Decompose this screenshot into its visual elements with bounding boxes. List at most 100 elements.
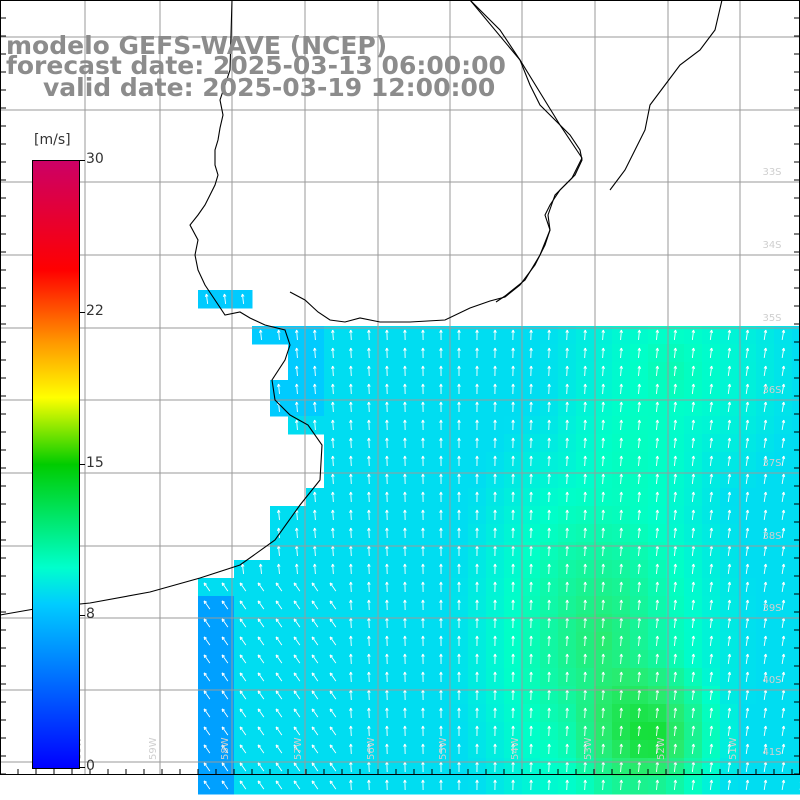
wind-arrow bbox=[240, 293, 245, 305]
wind-speed-cell bbox=[792, 668, 800, 687]
latitude-labels: 33S 34S 35S 36S 37S 38S 39S 40S 41S bbox=[762, 167, 781, 758]
wind-speed-cell bbox=[792, 452, 800, 471]
wind-arrow bbox=[421, 509, 425, 521]
wind-arrow bbox=[475, 671, 479, 683]
wind-arrow bbox=[439, 419, 443, 431]
wind-arrow bbox=[403, 707, 407, 719]
wind-arrow bbox=[547, 347, 551, 359]
wind-arrow bbox=[313, 347, 317, 359]
wind-arrow bbox=[203, 654, 211, 664]
wind-arrow bbox=[511, 437, 515, 449]
wind-arrow bbox=[673, 365, 678, 377]
wind-arrow bbox=[781, 419, 786, 431]
wind-arrow bbox=[619, 437, 623, 449]
wind-arrow bbox=[619, 743, 623, 755]
wind-arrow bbox=[493, 347, 497, 359]
wind-arrow bbox=[457, 779, 461, 790]
wind-arrow bbox=[403, 329, 407, 341]
wind-arrow bbox=[257, 672, 265, 682]
wind-arrow bbox=[221, 708, 229, 718]
wind-arrow bbox=[655, 599, 660, 611]
wind-arrow bbox=[239, 636, 247, 646]
wind-arrow bbox=[221, 744, 229, 754]
wind-arrow bbox=[565, 437, 569, 449]
wind-arrow bbox=[619, 419, 623, 431]
wind-arrow bbox=[781, 491, 786, 503]
wind-speed-cell bbox=[792, 560, 800, 579]
wind-arrow bbox=[277, 527, 281, 539]
wind-arrow bbox=[655, 329, 660, 341]
wind-arrow bbox=[673, 599, 678, 611]
wind-arrow bbox=[781, 725, 786, 737]
wind-arrow bbox=[275, 618, 283, 628]
wind-arrow bbox=[673, 491, 678, 503]
wind-arrow bbox=[457, 365, 461, 376]
wind-arrow bbox=[311, 618, 319, 628]
wind-arrow bbox=[457, 491, 461, 502]
wind-arrow bbox=[385, 491, 389, 503]
wind-speed-cell bbox=[792, 578, 800, 597]
wind-arrow bbox=[275, 690, 283, 700]
wind-arrow bbox=[493, 635, 497, 647]
wind-arrow bbox=[691, 455, 696, 467]
wind-arrow bbox=[295, 419, 299, 431]
wind-arrow bbox=[295, 383, 299, 395]
wind-arrow bbox=[763, 635, 768, 647]
wind-arrow bbox=[275, 582, 283, 592]
wind-arrow bbox=[403, 473, 407, 485]
wind-arrow bbox=[493, 473, 497, 485]
wind-arrow bbox=[293, 708, 301, 718]
wind-arrow bbox=[493, 779, 497, 791]
wind-arrow bbox=[583, 671, 587, 683]
wind-arrow bbox=[439, 401, 443, 413]
wind-arrow bbox=[313, 383, 317, 395]
wind-arrow bbox=[439, 437, 443, 449]
wind-arrow bbox=[385, 329, 389, 341]
wind-arrow bbox=[727, 455, 732, 467]
wind-arrow bbox=[583, 599, 587, 611]
wind-arrow bbox=[529, 671, 533, 683]
wind-arrow bbox=[367, 653, 371, 665]
legend-tick-22: 22 bbox=[86, 303, 104, 319]
wind-arrow bbox=[619, 473, 623, 485]
wind-arrow bbox=[565, 653, 569, 665]
wind-arrow bbox=[239, 672, 247, 682]
wind-arrow bbox=[257, 582, 265, 592]
wind-arrow bbox=[439, 509, 443, 521]
wind-arrow bbox=[421, 419, 425, 431]
wind-speed-cell bbox=[792, 632, 800, 651]
wind-arrow bbox=[457, 725, 461, 736]
wind-arrow bbox=[601, 527, 605, 539]
wind-arrow bbox=[511, 635, 515, 647]
wind-arrow bbox=[239, 618, 247, 628]
wind-arrow bbox=[655, 437, 660, 449]
wind-arrow bbox=[565, 707, 569, 719]
wind-arrow bbox=[367, 599, 371, 611]
wind-arrow bbox=[565, 581, 569, 593]
wind-arrow bbox=[529, 491, 533, 503]
wind-arrow bbox=[385, 671, 389, 683]
wind-arrow bbox=[763, 383, 768, 395]
wind-arrow bbox=[349, 329, 353, 341]
wind-arrow bbox=[329, 780, 337, 790]
wind-arrow bbox=[709, 347, 714, 359]
wind-arrow bbox=[239, 600, 247, 610]
wind-speed-cell bbox=[792, 416, 800, 435]
wind-arrow bbox=[583, 563, 587, 575]
wind-arrow bbox=[457, 347, 461, 358]
wind-arrow bbox=[691, 365, 696, 377]
wind-arrow bbox=[475, 707, 479, 719]
wind-arrow bbox=[673, 347, 678, 359]
wind-arrow bbox=[403, 383, 407, 395]
wind-arrow bbox=[691, 707, 696, 719]
wind-arrow bbox=[421, 437, 425, 449]
wind-arrow bbox=[727, 527, 732, 539]
wind-arrow bbox=[601, 707, 605, 719]
wind-arrow bbox=[331, 401, 335, 413]
wind-arrow bbox=[619, 383, 623, 395]
wind-arrow bbox=[673, 635, 678, 647]
wind-arrow bbox=[529, 509, 533, 521]
wind-arrow bbox=[781, 473, 786, 485]
wind-arrow bbox=[204, 293, 209, 305]
wind-arrow bbox=[203, 708, 211, 718]
